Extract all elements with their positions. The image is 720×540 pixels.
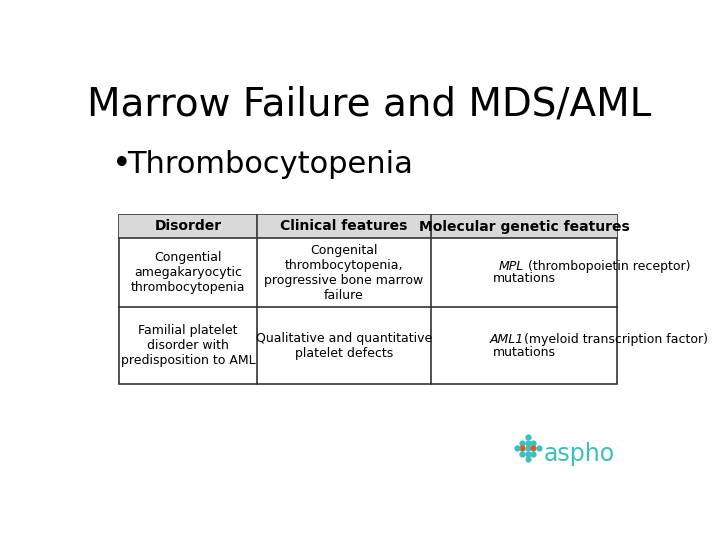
Text: (thrombopoietin receptor): (thrombopoietin receptor)	[524, 260, 690, 273]
Text: Familial platelet
disorder with
predisposition to AML: Familial platelet disorder with predispo…	[121, 325, 256, 367]
Text: Marrow Failure and MDS/AML: Marrow Failure and MDS/AML	[87, 86, 651, 124]
Bar	[120, 215, 617, 238]
Text: mutations: mutations	[492, 346, 556, 359]
Text: aspho: aspho	[544, 442, 614, 465]
Text: Thrombocytopenia: Thrombocytopenia	[127, 151, 413, 179]
Text: Congential
amegakaryocytic
thrombocytopenia: Congential amegakaryocytic thrombocytope…	[131, 251, 246, 294]
Text: Qualitative and quantitative
platelet defects: Qualitative and quantitative platelet de…	[256, 332, 432, 360]
Text: Clinical features: Clinical features	[280, 219, 408, 233]
Text: •: •	[112, 148, 131, 181]
Text: MPL: MPL	[499, 260, 524, 273]
Text: AML1: AML1	[490, 333, 524, 346]
Text: Molecular genetic features: Molecular genetic features	[418, 219, 629, 233]
Text: mutations: mutations	[492, 272, 556, 285]
Bar	[120, 215, 617, 384]
Text: Congenital
thrombocytopenia,
progressive bone marrow
failure: Congenital thrombocytopenia, progressive…	[264, 244, 423, 302]
Text: Disorder: Disorder	[155, 219, 222, 233]
Text: (myeloid transcription factor): (myeloid transcription factor)	[524, 333, 708, 346]
